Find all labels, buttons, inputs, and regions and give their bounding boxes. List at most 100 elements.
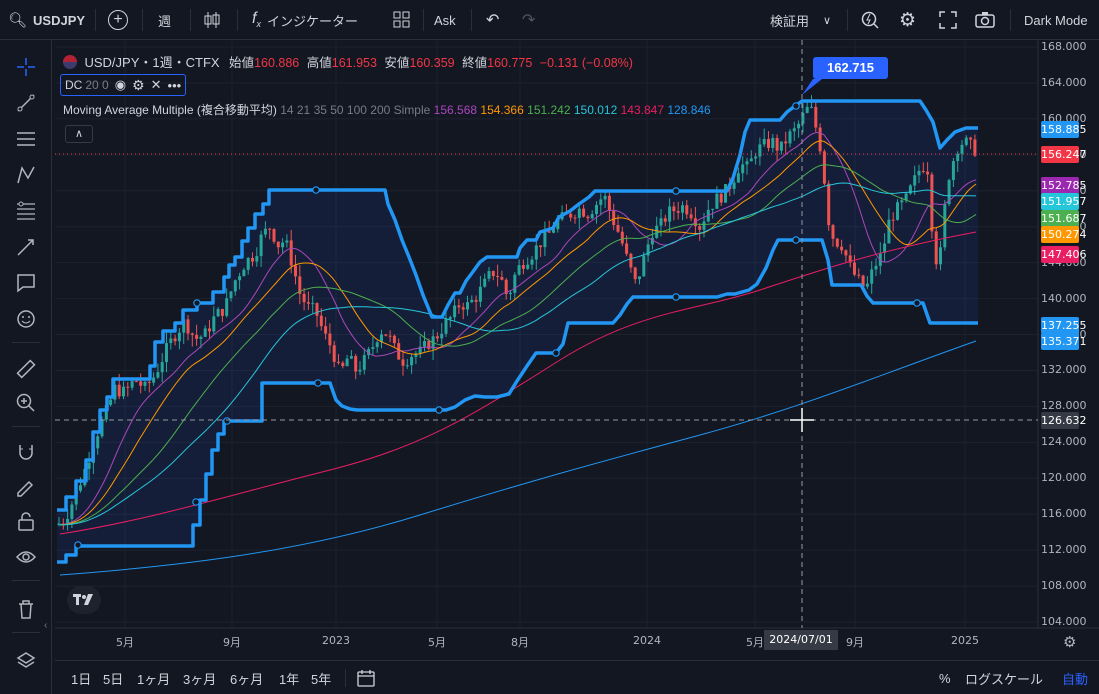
donchian-marker bbox=[673, 188, 679, 194]
candle-body bbox=[724, 184, 727, 202]
candle-body bbox=[668, 206, 671, 221]
candle-body bbox=[715, 194, 718, 209]
candle-body bbox=[608, 196, 611, 211]
candle-body bbox=[672, 206, 675, 211]
candle-body bbox=[217, 309, 220, 316]
eye-icon[interactable]: ◉ bbox=[115, 77, 126, 93]
time-tick-label: 2025 bbox=[951, 634, 979, 647]
more-icon[interactable]: ••• bbox=[168, 78, 182, 93]
candle-body bbox=[698, 226, 701, 230]
donchian-marker bbox=[193, 499, 199, 505]
axis-settings-button[interactable]: ⚙ bbox=[1063, 633, 1076, 651]
candle-body bbox=[612, 211, 615, 225]
price-badge: 147.406 bbox=[1041, 246, 1079, 263]
candle-body bbox=[634, 267, 637, 279]
candle-body bbox=[156, 372, 159, 377]
candle-body bbox=[204, 328, 207, 336]
candle-body bbox=[870, 269, 873, 283]
dc-indicator-legend[interactable]: DC 20 0 ◉ ⚙ ✕ ••• bbox=[60, 74, 186, 96]
goto-date-button[interactable] bbox=[357, 661, 375, 694]
close-icon[interactable]: ✕ bbox=[151, 77, 162, 93]
range-3m[interactable]: 3ヶ月 bbox=[183, 661, 216, 694]
candle-body bbox=[952, 161, 955, 180]
candle-body bbox=[475, 300, 478, 302]
legend-high-label: 高値 bbox=[307, 56, 332, 70]
range-label: 1日 bbox=[71, 669, 91, 688]
percent-scale-button[interactable]: % bbox=[939, 661, 951, 694]
donchian-marker bbox=[553, 350, 559, 356]
candle-body bbox=[337, 362, 340, 363]
range-1m[interactable]: 1ヶ月 bbox=[137, 661, 170, 694]
candle-body bbox=[212, 316, 215, 331]
candle-body bbox=[389, 336, 392, 337]
legend-close-label: 終値 bbox=[462, 56, 487, 70]
price-tick-label: 120.000 bbox=[1041, 471, 1087, 484]
candle-body bbox=[677, 211, 680, 213]
tradingview-logo[interactable] bbox=[67, 586, 101, 614]
candle-body bbox=[750, 158, 753, 161]
price-tick-label: 112.000 bbox=[1041, 543, 1087, 556]
candle-body bbox=[496, 276, 499, 277]
candle-body bbox=[453, 306, 456, 318]
tv-logo-icon bbox=[73, 594, 95, 606]
candle-body bbox=[664, 218, 667, 221]
candle-body bbox=[853, 263, 856, 275]
candle-body bbox=[264, 229, 267, 235]
candle-body bbox=[840, 247, 843, 251]
candle-body bbox=[892, 220, 895, 221]
log-scale-button[interactable]: ログスケール bbox=[965, 661, 1043, 694]
candle-body bbox=[440, 334, 443, 339]
range-5d[interactable]: 5日 bbox=[103, 661, 123, 694]
donchian-marker bbox=[673, 294, 679, 300]
range-label: 5年 bbox=[311, 669, 331, 688]
symbol-legend: USD/JPY・1週・CTFX 始値160.886 高値161.953 安値16… bbox=[63, 52, 633, 71]
candle-body bbox=[595, 205, 598, 214]
candle-body bbox=[660, 218, 663, 225]
candle-body bbox=[174, 338, 177, 341]
candle-body bbox=[973, 139, 976, 155]
time-tick-label: 5月 bbox=[116, 634, 134, 650]
range-1d[interactable]: 1日 bbox=[71, 661, 91, 694]
crosshair-price-value: 162.715 bbox=[827, 60, 874, 75]
candle-body bbox=[836, 239, 839, 247]
chart-canvas[interactable] bbox=[0, 0, 1099, 660]
collapse-legend-button[interactable]: ∧ bbox=[65, 125, 93, 143]
donchian-marker bbox=[194, 300, 200, 306]
price-tick-label: 140.000 bbox=[1041, 292, 1087, 305]
candle-body bbox=[221, 309, 224, 316]
candle-body bbox=[492, 271, 495, 276]
price-badge: 152.785 bbox=[1041, 177, 1079, 194]
auto-scale-button[interactable]: 自動 bbox=[1062, 661, 1088, 694]
candle-body bbox=[926, 172, 929, 175]
candle-body bbox=[578, 209, 581, 218]
crosshair-date: 2024/07/01 bbox=[769, 633, 832, 646]
donchian-marker bbox=[315, 380, 321, 386]
donchian-marker bbox=[75, 542, 81, 548]
candle-body bbox=[685, 205, 688, 214]
candle-body bbox=[638, 276, 641, 279]
legend-open-label: 始値 bbox=[229, 56, 254, 70]
time-tick-label: 9月 bbox=[223, 634, 241, 650]
candle-body bbox=[655, 226, 658, 238]
candle-body bbox=[311, 303, 314, 304]
range-1y[interactable]: 1年 bbox=[279, 661, 299, 694]
legend-high: 161.953 bbox=[332, 56, 377, 70]
range-label: 6ヶ月 bbox=[230, 669, 263, 688]
gear-icon[interactable]: ⚙ bbox=[132, 77, 145, 94]
time-tick-label: 9月 bbox=[846, 634, 864, 650]
candle-body bbox=[457, 306, 460, 308]
time-tick-label: 2024 bbox=[633, 634, 661, 647]
auto-label: 自動 bbox=[1062, 669, 1088, 688]
range-5y[interactable]: 5年 bbox=[311, 661, 331, 694]
candle-body bbox=[402, 359, 405, 365]
candle-body bbox=[617, 225, 620, 232]
candle-body bbox=[406, 365, 409, 366]
range-6m[interactable]: 6ヶ月 bbox=[230, 661, 263, 694]
ma-label: Moving Average Multiple (複合移動平均) bbox=[63, 103, 277, 117]
candle-body bbox=[604, 196, 607, 200]
candle-body bbox=[741, 164, 744, 173]
candle-body bbox=[518, 265, 521, 275]
candle-body bbox=[591, 214, 594, 218]
candle-body bbox=[363, 355, 366, 370]
candle-body bbox=[359, 370, 362, 372]
